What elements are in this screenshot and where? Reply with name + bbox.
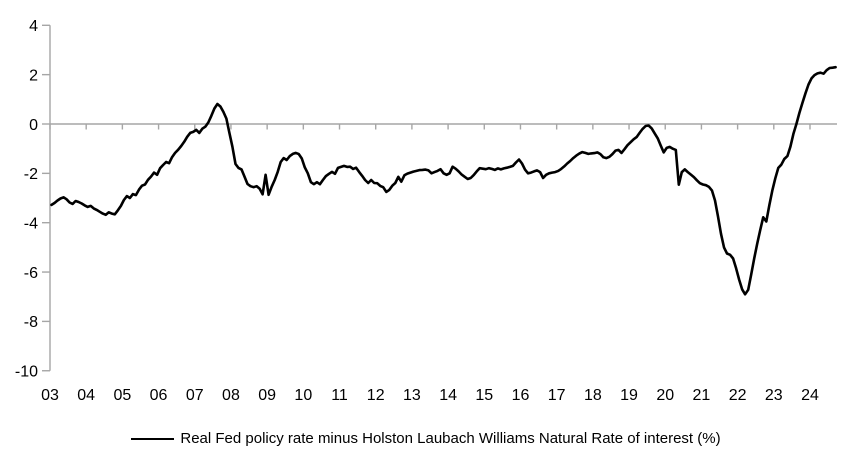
y-tick-label: 0 xyxy=(29,117,38,134)
x-tick-label: 13 xyxy=(403,387,421,404)
x-tick-label: 08 xyxy=(222,387,240,404)
legend-line-swatch xyxy=(131,437,175,440)
y-tick-label: -8 xyxy=(24,314,38,331)
y-tick-label: -10 xyxy=(15,364,38,381)
y-tick-label: -4 xyxy=(24,215,38,232)
y-tick-label: 4 xyxy=(29,18,38,35)
x-tick-label: 19 xyxy=(620,387,638,404)
x-tick-label: 23 xyxy=(765,387,783,404)
y-tick-label: -6 xyxy=(24,265,38,282)
x-tick-label: 24 xyxy=(801,387,819,404)
x-tick-label: 10 xyxy=(294,387,312,404)
y-tick-label: 2 xyxy=(29,67,38,84)
x-tick-label: 17 xyxy=(548,387,566,404)
x-tick-label: 20 xyxy=(656,387,674,404)
x-tick-label: 11 xyxy=(331,387,348,404)
x-tick-label: 04 xyxy=(77,387,95,404)
x-tick-label: 14 xyxy=(439,387,457,404)
x-tick-label: 16 xyxy=(512,387,530,404)
x-tick-label: 21 xyxy=(693,387,711,404)
legend-label: Real Fed policy rate minus Holston Lauba… xyxy=(180,430,721,447)
x-tick-label: 05 xyxy=(113,387,131,404)
x-tick-label: 09 xyxy=(258,387,276,404)
x-tick-label: 15 xyxy=(475,387,493,404)
x-tick-label: 03 xyxy=(41,387,59,404)
x-tick-label: 06 xyxy=(150,387,168,404)
x-tick-label: 22 xyxy=(729,387,747,404)
legend: Real Fed policy rate minus Holston Lauba… xyxy=(0,430,852,447)
y-tick-label: -2 xyxy=(24,166,38,183)
x-tick-label: 18 xyxy=(584,387,602,404)
x-tick-label: 07 xyxy=(186,387,204,404)
series-line xyxy=(50,65,837,296)
x-tick-label: 12 xyxy=(367,387,385,404)
